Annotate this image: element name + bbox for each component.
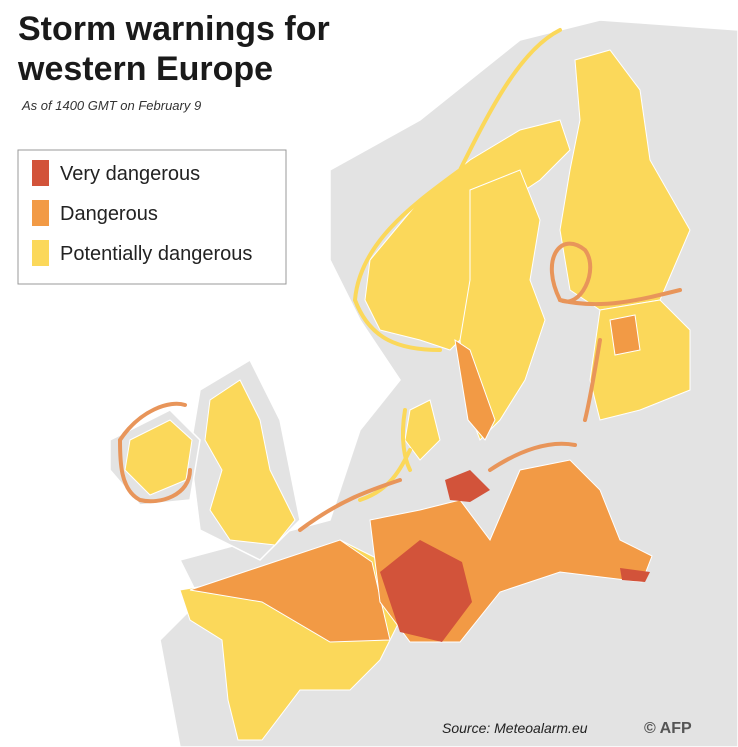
title: western Europe — [17, 50, 273, 88]
warning-areas — [124, 49, 691, 741]
legend: Very dangerous Dangerous Potentially dange… — [17, 149, 287, 285]
legend-label: Very dangerous — [60, 163, 200, 185]
legend-swatch — [32, 240, 49, 266]
legend-label: Potentially dangerous — [60, 243, 252, 265]
legend-label: Dangerous — [60, 203, 158, 225]
legend-box — [17, 149, 287, 285]
credit: © AFP — [644, 720, 692, 737]
source: Source: Meteoalarm.eu — [442, 720, 588, 736]
coastal-warnings — [118, 28, 682, 532]
subtitle: As of 1400 GMT on February 9 — [21, 98, 201, 113]
title: Storm warnings for — [18, 10, 330, 48]
legend-swatch — [32, 160, 49, 186]
legend-swatch — [32, 200, 49, 226]
